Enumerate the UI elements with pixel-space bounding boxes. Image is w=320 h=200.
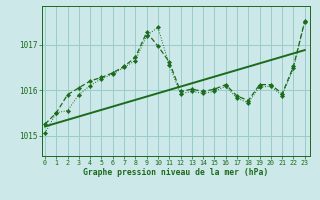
X-axis label: Graphe pression niveau de la mer (hPa): Graphe pression niveau de la mer (hPa)	[84, 168, 268, 177]
